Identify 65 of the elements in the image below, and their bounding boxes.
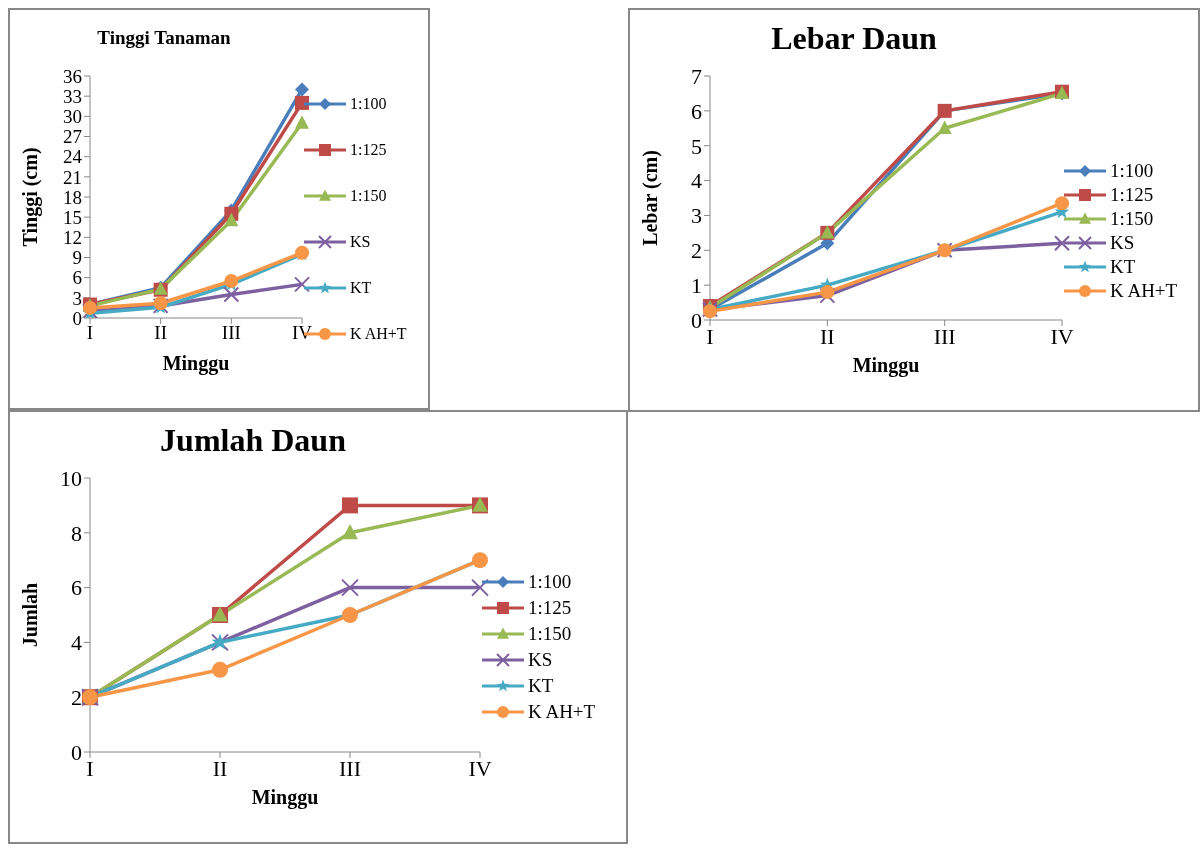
legend-label: K AH+T	[528, 701, 597, 722]
x-tick-label: I	[86, 322, 94, 344]
x-tick-label: I	[86, 755, 94, 781]
x-tick-label: III	[339, 755, 361, 781]
chart-title: Lebar Daun	[771, 20, 937, 56]
x-tick-label: IV	[468, 755, 492, 781]
legend-label: 1:100	[350, 94, 388, 114]
y-tick-label: 30	[63, 106, 82, 128]
y-tick-label: 4	[71, 630, 82, 656]
legend-label: 1:100	[528, 571, 573, 592]
legend-label: K AH+T	[350, 324, 408, 344]
chart-title: Tinggi Tanaman	[96, 26, 232, 50]
x-tick-label: II	[820, 323, 835, 349]
y-tick-label: 7	[691, 63, 702, 89]
y-axis-title: Lebar (cm)	[639, 150, 663, 246]
y-tick-label: 2	[691, 238, 702, 264]
y-tick-label: 6	[72, 267, 82, 289]
legend-label: KS	[528, 649, 554, 670]
legend-label: K AH+T	[1110, 280, 1179, 301]
legend-label: 1:125	[1110, 184, 1155, 205]
x-tick-label: II	[212, 755, 228, 781]
y-tick-label: 10	[60, 465, 82, 491]
legend-label: KT	[528, 675, 555, 696]
y-tick-label: 15	[63, 206, 82, 228]
y-tick-label: 24	[63, 146, 83, 168]
y-tick-label: 3	[691, 203, 702, 229]
legend-label: 1:150	[1110, 208, 1155, 229]
y-tick-label: 27	[63, 126, 82, 148]
legend-label: KT	[1110, 256, 1137, 277]
y-tick-label: 6	[71, 575, 82, 601]
legend-label: 1:125	[528, 597, 573, 618]
x-axis-title: Minggu	[251, 786, 319, 809]
x-axis-title: Minggu	[852, 354, 920, 377]
y-tick-label: 1	[691, 272, 702, 298]
x-axis-title: Minggu	[162, 352, 230, 375]
legend-label: 1:150	[350, 186, 388, 206]
y-tick-label: 2	[71, 685, 82, 711]
legend-label: KS	[1110, 232, 1136, 253]
y-tick-label: 6	[691, 98, 702, 124]
chart-title: Jumlah Daun	[160, 422, 346, 458]
y-axis-title: Tinggi (cm)	[19, 147, 43, 247]
y-tick-label: 18	[63, 186, 82, 208]
y-tick-label: 3	[72, 287, 82, 309]
y-tick-label: 12	[63, 227, 82, 249]
y-tick-label: 33	[63, 85, 82, 107]
x-tick-label: IV	[1050, 323, 1074, 349]
y-tick-label: 0	[72, 307, 82, 329]
y-tick-label: 0	[691, 307, 702, 333]
x-tick-label: III	[221, 322, 241, 344]
x-tick-label: I	[706, 323, 714, 349]
x-tick-label: II	[154, 322, 167, 344]
legend-label: 1:100	[1110, 160, 1155, 181]
y-axis-title: Jumlah	[19, 582, 42, 648]
y-tick-label: 0	[71, 739, 82, 765]
legend-label: KS	[350, 232, 372, 252]
y-tick-label: 36	[63, 65, 82, 87]
y-tick-label: 4	[691, 168, 702, 194]
x-tick-label: III	[933, 323, 956, 349]
legend-label: KT	[350, 278, 373, 298]
legend-label: 1:125	[350, 140, 388, 160]
y-tick-label: 9	[72, 247, 82, 269]
y-tick-label: 5	[691, 133, 702, 159]
legend-label: 1:150	[528, 623, 573, 644]
y-tick-label: 8	[71, 520, 82, 546]
y-tick-label: 21	[63, 166, 82, 188]
